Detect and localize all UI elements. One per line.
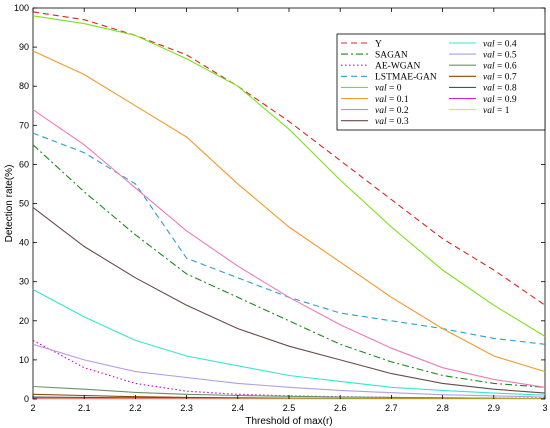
legend-label: val = 0.3 [375,117,409,127]
legend-label: val = 0.4 [483,39,517,49]
y-tick-label: 90 [19,42,29,52]
series-line-val-0.4 [32,289,546,396]
x-tick-label: 3 [542,403,547,413]
y-tick-label: 60 [19,159,29,169]
legend-box [336,33,546,131]
y-axis-label: Detection rate(%) [4,165,15,243]
y-tick-label: 30 [19,277,29,287]
x-tick-label: 2.7 [385,403,398,413]
x-tick-label: 2.2 [129,403,142,413]
y-tick-label: 20 [19,316,29,326]
series-line-val-0.1 [32,50,546,373]
legend-label: val = 0.9 [483,95,517,105]
legend-label: val = 0.6 [483,62,517,72]
y-tick-label: 70 [19,120,29,130]
x-tick-label: 2 [30,403,35,413]
x-tick-label: 2.8 [436,403,449,413]
x-tick-label: 2.3 [180,403,193,413]
legend-label: AE-WGAN [375,62,421,72]
tick-layer [32,7,546,400]
y-tick-label: 50 [19,199,29,209]
x-axis-label: Threshold of max(r) [245,416,332,427]
legend-label: val = 1 [483,106,510,116]
series-line-val-0 [32,15,546,337]
legend-label: val = 0.8 [483,84,517,94]
series-line-val-0.2 [32,109,546,388]
y-tick-label: 0 [24,394,29,404]
tick-label-layer: 2 2.1 2.2 2.3 2.4 2.5 2.6 2.7 2.8 2.9 301020304050… [14,3,548,413]
legend-label: SAGAN [375,50,408,60]
x-tick-label: 2.6 [334,403,347,413]
series-line-y [32,11,546,306]
legend-label: Y [375,39,382,49]
series-line-val-0.5 [32,343,546,398]
legend-label: val = 0.2 [375,106,409,116]
x-tick-label: 2.9 [488,403,501,413]
y-tick-label: 10 [19,355,29,365]
legend-label: LSTMAE-GAN [375,73,437,83]
legend-label: val = 0.5 [483,50,517,60]
y-tick-label: 40 [19,238,29,248]
legend-label: val = 0.7 [483,73,517,83]
y-tick-label: 80 [19,81,29,91]
legend-label: val = 0 [375,84,402,94]
legend-label: val = 0.1 [375,95,409,105]
x-tick-label: 2.1 [78,403,91,413]
x-tick-label: 2.5 [283,403,296,413]
y-tick-label: 100 [14,3,29,13]
x-tick-label: 2.4 [232,403,245,413]
series-line-val-0.3 [32,206,546,394]
